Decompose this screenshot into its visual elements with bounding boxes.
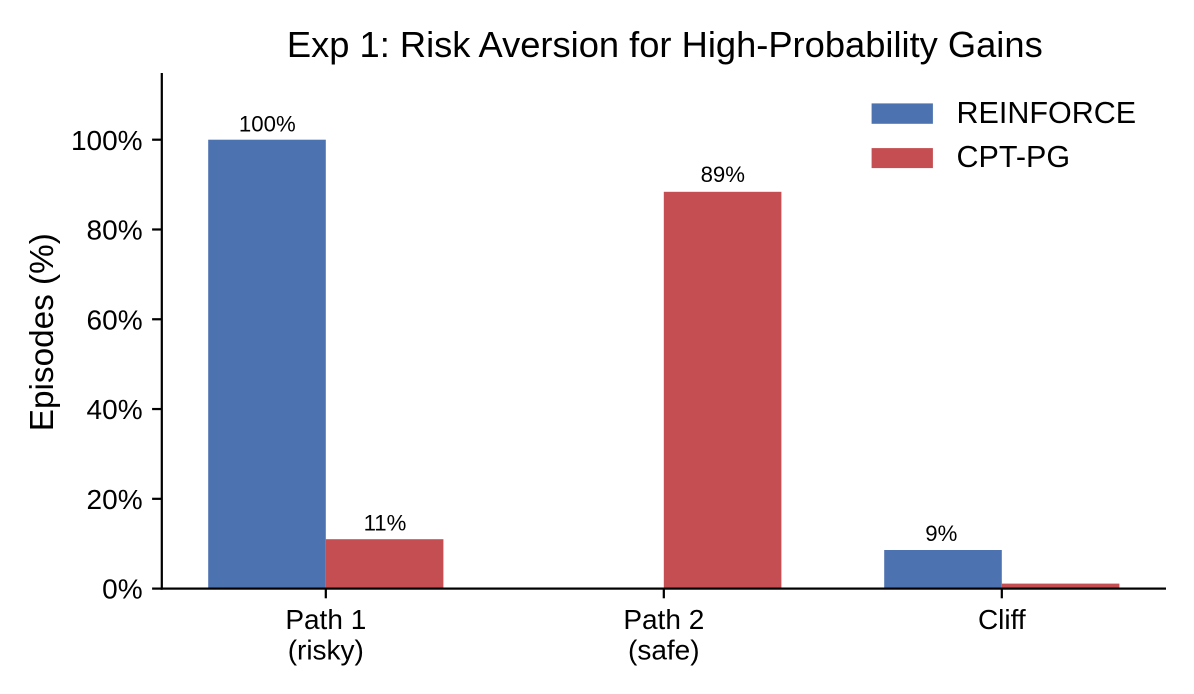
svg-text:REINFORCE: REINFORCE — [957, 96, 1137, 130]
svg-text:100%: 100% — [239, 111, 296, 136]
svg-text:0%: 0% — [102, 574, 142, 605]
svg-text:Cliff: Cliff — [978, 604, 1026, 635]
svg-text:89%: 89% — [701, 162, 745, 187]
svg-text:9%: 9% — [925, 521, 957, 546]
svg-text:(safe): (safe) — [628, 635, 700, 666]
svg-text:40%: 40% — [87, 394, 143, 425]
svg-text:100%: 100% — [71, 125, 143, 156]
svg-text:11%: 11% — [364, 510, 407, 535]
svg-text:Path 2: Path 2 — [623, 604, 704, 635]
svg-text:Path 1: Path 1 — [285, 604, 366, 635]
svg-text:(risky): (risky) — [288, 635, 364, 666]
svg-text:Episodes (%): Episodes (%) — [24, 233, 61, 431]
svg-text:60%: 60% — [87, 304, 143, 335]
svg-text:CPT-PG: CPT-PG — [957, 140, 1071, 174]
svg-text:Exp 1: Risk Aversion for High-: Exp 1: Risk Aversion for High-Probabilit… — [287, 24, 1043, 65]
svg-text:20%: 20% — [87, 484, 143, 515]
svg-text:80%: 80% — [87, 215, 143, 246]
